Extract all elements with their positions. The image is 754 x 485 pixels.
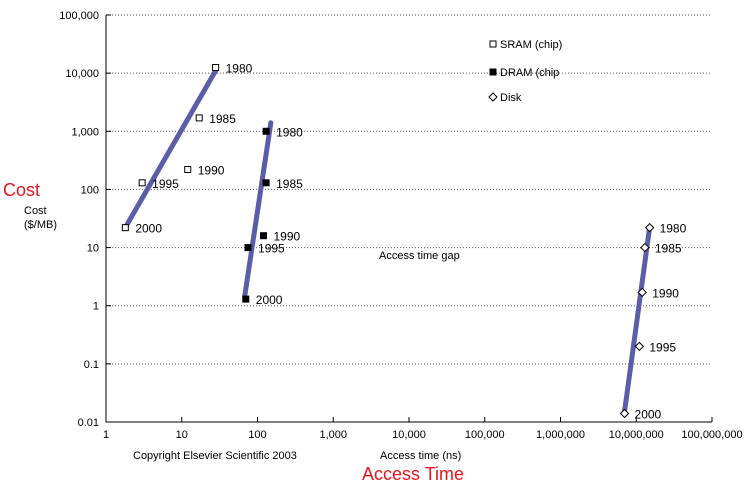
y-tick-label: 0.01 <box>78 417 99 429</box>
x-tick-label: 100 <box>248 429 266 441</box>
data-point-label: 1990 <box>652 286 679 300</box>
data-point-label: 2000 <box>135 222 162 236</box>
copyright-note: Copyright Elsevier Scientific 2003 <box>133 450 297 462</box>
data-point-dram <box>262 127 270 135</box>
x-tick-label: 1,000 <box>319 429 347 441</box>
data-point-label: 1985 <box>209 112 236 126</box>
axes <box>105 14 713 423</box>
y-tick-label: 1,000 <box>71 126 99 138</box>
tick-labels: 0.01 0.1 1 10 100 1,000 10,000 100,000 1 10 100 1,0… <box>59 10 742 441</box>
x-tick-label: 10,000 <box>392 429 426 441</box>
data-point-dram <box>259 232 267 240</box>
x-tick-label: 100,000,000 <box>681 429 742 441</box>
legend-label-disk: Disk <box>500 92 522 104</box>
x-tick-label: 10 <box>176 429 188 441</box>
data-point-sram <box>121 224 129 232</box>
data-point-dram <box>242 295 250 303</box>
data-point-sram <box>184 166 192 174</box>
y-tick-label: 10,000 <box>65 68 99 80</box>
legend-label-sram: SRAM (chip) <box>500 39 562 51</box>
data-point-disk <box>640 242 650 253</box>
access-time-gap-annotation: Access time gap <box>379 250 460 262</box>
data-point-label: 1980 <box>226 62 253 76</box>
data-point-label: 1990 <box>273 230 300 244</box>
data-point-label: 1995 <box>152 177 179 191</box>
data-point-label: 2000 <box>256 293 283 307</box>
data-point-dram <box>262 179 270 187</box>
data-point-disk <box>637 287 647 298</box>
y-axis-title-line2: ($/MB) <box>24 219 57 231</box>
data-point-label: 1980 <box>660 222 687 236</box>
legend-marker-sram <box>489 40 497 48</box>
data-point-label: 2000 <box>635 408 662 422</box>
data-points: 1980198519901995200019801985199019952000… <box>121 62 687 422</box>
y-tick-label: 10 <box>87 243 99 255</box>
legend-marker-dram <box>489 68 497 76</box>
data-point-label: 1985 <box>276 177 303 191</box>
y-tick-label: 1 <box>93 301 99 313</box>
trend-line-series-0 <box>124 68 219 227</box>
legend-label-dram: DRAM (chip <box>500 67 559 79</box>
data-point-sram <box>212 64 220 72</box>
trend-line-series-2 <box>622 225 653 415</box>
x-axis-title-large: Access Time <box>362 464 464 484</box>
y-axis-title-large: Cost <box>3 180 40 200</box>
data-point-label: 1985 <box>655 242 682 256</box>
y-tick-label: 0.1 <box>84 359 99 371</box>
data-point-disk <box>619 408 630 419</box>
y-tick-label: 100 <box>81 184 99 196</box>
data-point-dram <box>244 244 252 252</box>
legend-marker-disk <box>488 92 498 102</box>
x-tick-label: 100,000 <box>465 429 505 441</box>
trend-line-series-1 <box>242 120 274 298</box>
data-point-disk <box>644 222 655 233</box>
x-tick-label: 10,000,000 <box>609 429 664 441</box>
data-point-sram <box>138 179 146 187</box>
data-point-sram <box>195 114 203 122</box>
legend: SRAM (chip) DRAM (chip Disk <box>488 39 562 104</box>
data-point-label: 1995 <box>649 340 676 354</box>
data-point-label: 1980 <box>276 125 303 139</box>
x-tick-label: 1,000,000 <box>536 429 585 441</box>
data-point-label: 1990 <box>198 164 225 178</box>
data-point-disk <box>634 341 645 352</box>
gridlines <box>106 14 712 365</box>
trend-lines <box>124 68 653 415</box>
y-axis-title-line1: Cost <box>24 205 47 217</box>
x-axis-title: Access time (ns) <box>380 450 461 462</box>
x-tick-label: 1 <box>103 429 109 441</box>
data-point-label: 1995 <box>258 242 285 256</box>
y-tick-label: 100,000 <box>59 10 99 22</box>
